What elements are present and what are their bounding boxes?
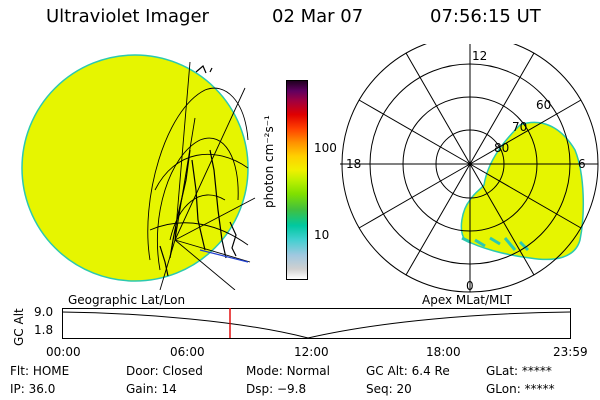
time-tick-0600: 06:00 [170,345,205,359]
status-glat: GLat: ***** [486,364,552,378]
status-mode: Mode: Normal [246,364,330,378]
mlt-label-12: 12 [472,49,487,63]
auroral-oval [460,121,585,261]
geographic-panel-label: Geographic Lat/Lon [68,293,186,307]
status-flight: Flt: HOME [10,364,70,378]
mlat-label-80: 80 [494,141,509,155]
status-gain: Gain: 14 [126,382,177,396]
mlat-label-70: 70 [512,120,527,134]
color-scale-bar [286,80,308,280]
lat-lon-grid [147,61,256,290]
time-tick-2359: 23:59 [553,345,588,359]
time-tick-1200: 12:00 [294,345,329,359]
orbit-timeline [62,308,571,339]
apex-panel-label: Apex MLat/MLT [422,293,512,307]
mlat-label-60: 60 [536,98,551,112]
colorbar-unit-label: photon cm⁻²s⁻¹ [262,115,276,208]
mlt-label-6: 6 [578,157,586,171]
status-door: Door: Closed [126,364,203,378]
oval-edge-fragments [461,236,530,252]
altitude-axis-label: GC Alt [12,308,26,346]
status-gc-alt: GC Alt: 6.4 Re [366,364,450,378]
mlt-label-18: 18 [346,157,361,171]
polar-mlt-plot: 12 18 6 0 60 70 80 [340,44,599,293]
mlt-label-0: 0 [466,279,474,293]
status-ip: IP: 36.0 [10,382,56,396]
status-seq: Seq: 20 [366,382,412,396]
coastline [159,65,237,277]
altitude-curve [62,311,571,339]
image-date: 02 Mar 07 [272,6,364,27]
terminator-line [199,249,249,263]
altitude-tick-max: 9.0 [34,305,54,319]
instrument-title: Ultraviolet Imager [46,6,209,27]
status-glon: GLon: ***** [486,382,555,396]
altitude-tick-min: 1.8 [34,323,54,337]
geographic-image [21,54,256,290]
timeline-frame [62,308,571,339]
colorbar-tick-100: 100 [314,141,337,155]
image-time: 07:56:15 UT [430,6,541,27]
time-tick-1800: 18:00 [426,345,461,359]
mlt-meridians [340,44,598,292]
colorbar-tick-10: 10 [314,228,330,242]
time-tick-0000: 00:00 [46,345,81,359]
status-dsp: Dsp: −9.8 [246,382,307,396]
